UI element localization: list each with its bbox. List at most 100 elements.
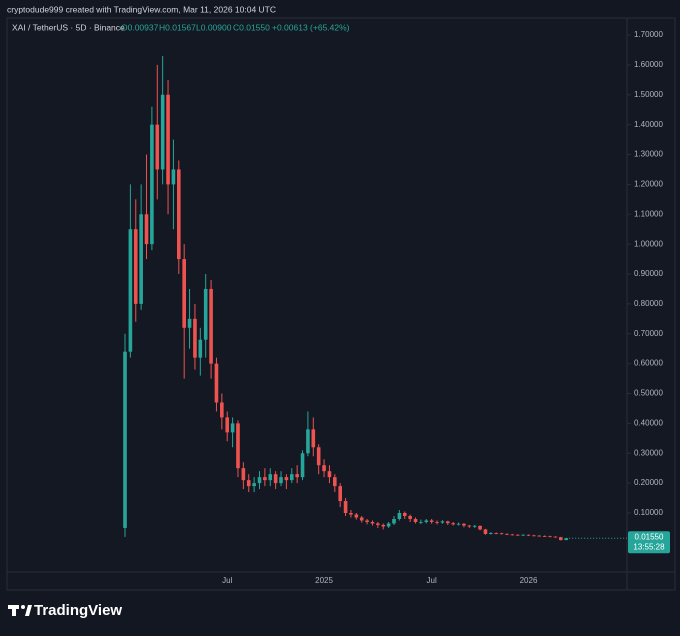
candle-body [289,474,294,481]
candle-body [446,521,450,524]
candle-body [257,477,262,484]
candle-body [548,536,552,538]
y-tick-label: 1.40000 [634,120,663,129]
logo-mark [21,605,25,609]
candle-body [462,523,466,526]
candle-body [241,468,246,481]
candle-body [526,534,531,536]
candle-body [505,533,509,535]
candle-body [279,477,283,484]
candle-body [284,477,289,481]
candle-body [499,533,504,535]
candle-body [370,521,375,524]
candle-body [532,535,536,537]
y-tick-label: 0.30000 [634,448,663,457]
y-tick-label: 0.80000 [634,299,663,308]
candle-body [150,124,154,245]
candle-body [402,513,407,516]
candle-body [478,525,482,530]
candle-body [209,288,213,364]
candle-body [322,465,326,472]
footer-logo: TradingView [8,602,122,619]
candle-body [483,529,488,534]
candle-body [155,124,160,170]
candle-body [354,514,359,518]
footer-brand: TradingView [34,602,122,619]
candle-body [542,536,547,537]
candle-body [451,523,455,525]
y-tick-label: 0.90000 [634,269,663,278]
legend: XAI / TetherUS · 5D · Binance O0.00937 H… [12,22,350,32]
candle-body [182,259,186,328]
x-tick-label: Jul [222,576,232,585]
y-tick-label: 1.60000 [634,60,663,69]
candle-body [553,536,558,538]
candle-body [230,423,235,433]
candle-body [359,517,364,521]
x-tick-label: 2026 [520,576,538,585]
candle-body [139,214,143,304]
candle-body [386,523,391,527]
candle-body [338,486,342,502]
candle-body [376,523,380,525]
legend-high: H0.01567 [159,22,196,32]
candle-body [440,521,445,523]
candle-body [510,534,515,536]
y-tick-label: 1.00000 [634,239,663,248]
candle-body [424,520,429,522]
candle-body [177,169,181,260]
countdown: 13:55:28 [633,542,665,551]
last-price-label: 0.01550 [635,532,664,541]
logo-mark [25,605,32,616]
y-tick-label: 0.10000 [634,508,663,517]
candle-body [537,535,542,537]
x-tick-label: Jul [427,576,437,585]
y-tick-label: 0.60000 [634,359,663,368]
candle-body [198,339,203,358]
y-tick-label: 1.70000 [634,30,663,39]
y-tick-label: 1.20000 [634,180,663,189]
legend-change: +0.00613 (+65.42%) [272,22,350,32]
legend-low: L0.00900 [196,22,232,32]
y-tick-label: 1.10000 [634,209,663,218]
candle-body [203,288,208,340]
candle-body [193,318,197,358]
candle-body [521,534,525,536]
candle-body [494,533,499,534]
candle-body [225,417,230,433]
chart-panel [6,17,676,591]
y-tick-label: 1.50000 [634,90,663,99]
candle-body [413,518,418,522]
candle-body [263,477,267,481]
y-tick-label: 0.40000 [634,418,663,427]
candle-body [429,520,434,522]
candle-body [171,169,176,185]
last-price-tag [628,531,670,554]
candle-body [246,480,251,487]
legend-symbol: XAI / TetherUS · 5D · Binance [12,22,125,32]
candle-body [214,363,219,403]
candle-body [133,229,138,304]
candle-body [435,521,439,523]
candle-body [558,537,563,541]
candle-body [311,429,316,448]
candle-body [392,518,396,524]
candle-body [123,351,127,528]
candle-body [187,318,192,328]
y-tick-label: 0.20000 [634,478,663,487]
candle-body [220,402,224,418]
candle-body [300,453,305,478]
candle-body [268,474,273,481]
candle-body [166,94,170,185]
candle-body [128,229,133,352]
header: cryptodude999 created with TradingView.c… [7,4,276,14]
y-tick-label: 0.70000 [634,329,663,338]
candle-body [273,474,278,484]
candle-body [381,524,386,527]
candle-body [144,214,149,245]
candle-body [408,515,412,519]
y-tick-label: 0.50000 [634,389,663,398]
candle-body [397,513,402,519]
candle-body [472,525,477,527]
